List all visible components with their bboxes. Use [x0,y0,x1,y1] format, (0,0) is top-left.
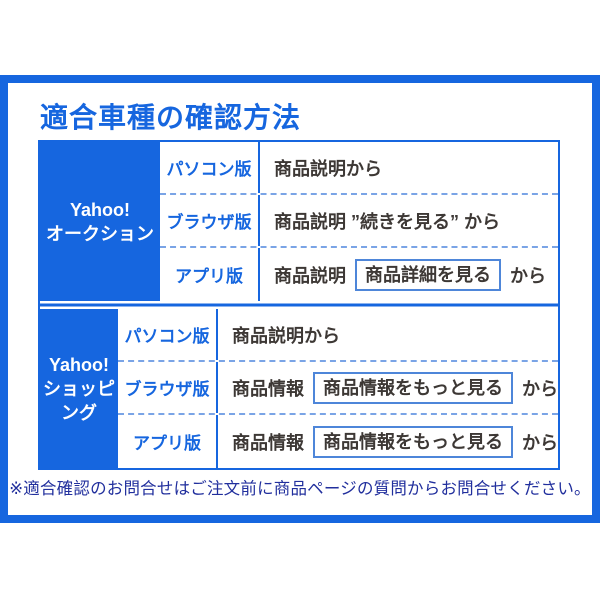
row-shopping-pc: パソコン版 商品説明から [118,309,558,362]
row-auction-app: アプリ版 商品説明 商品詳細を見る から [160,248,558,301]
service-name-line2: ショッピング [43,378,115,423]
blue-frame: 適合車種の確認方法 Yahoo! オークション パソコン版 商品説明から [0,75,600,523]
content-text: 商品情報 [232,378,304,399]
content-text: 商品情報 [232,432,304,453]
platform-cell-pc: パソコン版 [160,142,260,193]
see-product-details-button: 商品詳細を見る [355,258,501,291]
content-cell: 商品説明から [260,142,558,193]
content-cell: 商品情報 商品情報をもっと見る から [218,415,558,468]
platform-cell-app: アプリ版 [118,415,218,468]
table-section-yahoo-shopping: Yahoo! ショッピング パソコン版 商品説明から ブラウザ版 商品情報 [40,309,558,468]
service-name-line1: Yahoo! [69,199,130,220]
compatibility-table: Yahoo! オークション パソコン版 商品説明から ブラウザ版 商品説明 ”続… [38,140,560,470]
see-more-product-info-button: 商品情報をもっと見る [313,425,513,458]
page-title: 適合車種の確認方法 [40,102,302,133]
platform-cell-pc: パソコン版 [118,309,218,360]
service-name-line1: Yahoo! [48,354,109,375]
content-cell: 商品説明 ”続きを見る” から [260,195,558,246]
table-section-yahoo-auction: Yahoo! オークション パソコン版 商品説明から ブラウザ版 商品説明 ”続… [40,142,558,301]
platform-cell-browser: ブラウザ版 [160,195,260,246]
platform-cell-app: アプリ版 [160,248,260,301]
content-text: 商品説明 [274,265,346,286]
content-text: から [522,432,558,453]
content-text: から [522,378,558,399]
auction-rows: パソコン版 商品説明から ブラウザ版 商品説明 ”続きを見る” から アプリ版 [160,142,558,301]
service-cell-yahoo-auction: Yahoo! オークション [40,142,160,301]
section-divider [40,301,558,309]
content-text: 商品説明 ”続きを見る” から [274,211,501,232]
content-cell: 商品説明から [218,309,558,360]
platform-cell-browser: ブラウザ版 [118,362,218,413]
content-text: 商品説明から [232,325,340,346]
footer-note: ※適合確認のお問合せはご注文前に商品ページの質問からお問合せください。 [9,480,591,498]
content-cell: 商品説明 商品詳細を見る から [260,248,558,301]
content-text: から [510,265,546,286]
row-auction-browser: ブラウザ版 商品説明 ”続きを見る” から [160,195,558,248]
row-shopping-app: アプリ版 商品情報 商品情報をもっと見る から [118,415,558,468]
service-name-line2: オークション [46,223,154,244]
row-shopping-browser: ブラウザ版 商品情報 商品情報をもっと見る から [118,362,558,415]
service-cell-yahoo-shopping: Yahoo! ショッピング [40,309,118,468]
row-auction-pc: パソコン版 商品説明から [160,142,558,195]
section-divider-line [40,303,558,307]
content-text: 商品説明から [274,158,382,179]
content-cell: 商品情報 商品情報をもっと見る から [218,362,558,413]
shopping-rows: パソコン版 商品説明から ブラウザ版 商品情報 商品情報をもっと見る から [118,309,558,468]
see-more-product-info-button: 商品情報をもっと見る [313,371,513,404]
